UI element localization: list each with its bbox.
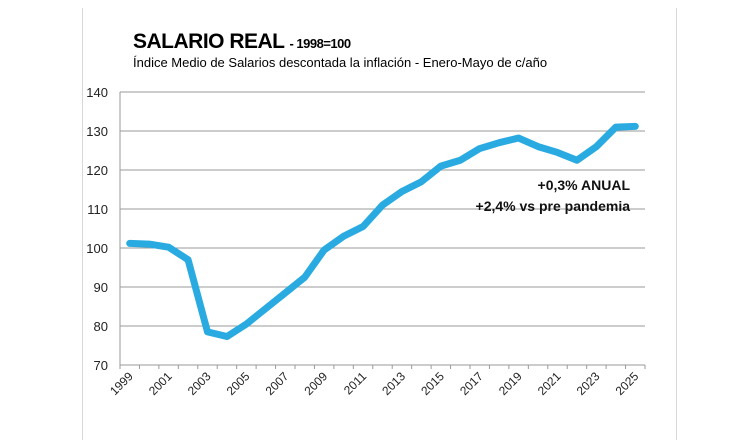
y-tick-label: 130 (86, 124, 108, 139)
y-tick-label: 90 (94, 280, 108, 295)
y-tick-label: 70 (94, 358, 108, 373)
series-line (126, 122, 639, 341)
x-tick-label: 2023 (574, 369, 603, 398)
x-tick-label: 2009 (302, 369, 331, 398)
y-tick-label: 100 (86, 241, 108, 256)
x-tick-label: 2001 (146, 369, 175, 398)
y-tick-label: 80 (94, 319, 108, 334)
title-suffix: - 1998=100 (289, 36, 351, 51)
x-tick-label: 2013 (379, 369, 408, 398)
chart-frame (82, 8, 677, 440)
x-tick-label: 2005 (224, 369, 253, 398)
annotation: +2,4% vs pre pandemia (476, 198, 631, 214)
y-tick-label: 110 (87, 202, 108, 217)
x-tick-label: 2017 (457, 369, 486, 398)
x-tick-label: 2025 (613, 369, 642, 398)
x-tick-label: 2003 (185, 369, 214, 398)
y-tick-label: 120 (86, 163, 108, 178)
annotation: +0,3% ANUAL (538, 177, 631, 193)
x-tick-label: 2015 (418, 369, 447, 398)
x-tick-label: 2011 (341, 369, 369, 397)
title-text: SALARIO REAL (133, 30, 285, 53)
chart-title: SALARIO REAL - 1998=100 (133, 30, 351, 54)
y-tick-label: 140 (86, 85, 108, 100)
x-tick-label: 2019 (496, 369, 525, 398)
x-tick-label: 1999 (107, 369, 136, 398)
x-tick-label: 2021 (535, 369, 564, 398)
x-tick-label: 2007 (263, 369, 292, 398)
chart-subtitle: Índice Medio de Salarios descontada la i… (133, 55, 548, 70)
